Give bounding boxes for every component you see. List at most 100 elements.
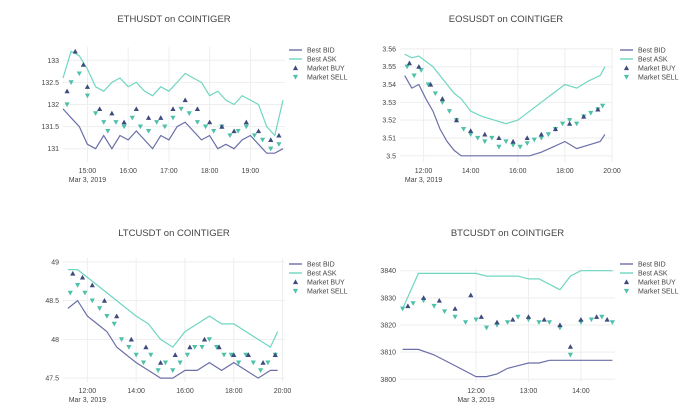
- ltcusdt-sell-marker: [170, 368, 176, 373]
- ltcusdt-ytick-label: 48.5: [45, 298, 59, 305]
- ltcusdt-sell-marker: [96, 306, 103, 311]
- ltcusdt-sell-marker: [243, 352, 249, 358]
- eosusdt-sell-marker: [545, 132, 551, 137]
- ethusdt-xtick-label: 18:00: [201, 168, 219, 175]
- ethusdt-sell-marker: [162, 124, 168, 130]
- btcusdt-buy-marker: [468, 292, 474, 298]
- ethusdt-sell-marker: [235, 128, 241, 134]
- eosusdt-sell-marker: [559, 121, 566, 127]
- legend-buy-swatch: [623, 65, 630, 71]
- ethusdt-sell-marker: [202, 124, 209, 130]
- btcusdt-buy-marker: [478, 314, 484, 319]
- legend-ask-label: Best ASK: [638, 57, 668, 64]
- ethusdt-bid-line: [62, 108, 284, 154]
- eosusdt-sell-marker: [517, 144, 523, 150]
- ethusdt-buy-marker: [84, 84, 91, 89]
- ethusdt-legend[interactable]: Best BID Best ASK Market BUY Market SELL: [289, 48, 348, 82]
- ltcusdt-buy-marker: [157, 360, 164, 365]
- btcusdt-sell-marker: [546, 320, 553, 325]
- ltcusdt-buy-marker: [89, 282, 95, 288]
- btcusdt-xtick-label: 14:00: [572, 388, 590, 395]
- ltcusdt-ytick-label: 49: [51, 259, 59, 266]
- legend-bid-label: Best BID: [638, 262, 666, 269]
- btcusdt-xtick-sublabel: Mar 3, 2019: [457, 397, 494, 404]
- ethusdt-sell-marker: [145, 128, 152, 134]
- eosusdt-sell-marker: [503, 139, 509, 145]
- ltcusdt-sell-marker: [162, 360, 169, 366]
- eosusdt-buy-marker: [453, 117, 460, 123]
- ltcusdt-xtick-label: 18:00: [225, 388, 243, 395]
- ltcusdt-buy-marker: [128, 336, 134, 342]
- ethusdt-buy-marker: [121, 119, 127, 125]
- ltcusdt-bid-line: [67, 299, 278, 379]
- ltcusdt-sell-marker: [75, 283, 81, 288]
- btcusdt-buy-marker: [405, 303, 411, 309]
- ltcusdt-legend[interactable]: Best BID Best ASK Market BUY Market SELL: [289, 262, 348, 296]
- eosusdt-sell-marker: [496, 144, 502, 150]
- btcusdt-legend[interactable]: Best BID Best ASK Market BUY Market SELL: [620, 262, 679, 296]
- eosusdt-sell-marker: [599, 103, 606, 109]
- eosusdt-sell-marker: [446, 109, 453, 114]
- ltcusdt-sell-marker: [155, 368, 161, 373]
- eosusdt-buy-marker: [538, 131, 544, 137]
- ethusdt-sell-marker: [268, 146, 274, 152]
- ltcusdt-sell-marker: [250, 360, 256, 366]
- ltcusdt-sell-marker: [140, 360, 147, 366]
- eosusdt-legend[interactable]: Best BID Best ASK Market BUY Market SELL: [620, 48, 679, 82]
- ltcusdt-sell-marker: [221, 352, 227, 358]
- btcusdt-buy-marker: [578, 316, 584, 322]
- ethusdt-sell-marker: [68, 80, 74, 85]
- eosusdt-buy-marker: [510, 138, 516, 144]
- ltcusdt-buy-marker: [231, 352, 237, 357]
- ltcusdt-buy-marker: [79, 274, 86, 280]
- ltcusdt-sell-marker: [82, 290, 88, 296]
- btcusdt-sell-marker: [483, 325, 490, 331]
- legend-buy-swatch: [292, 279, 299, 285]
- btcusdt-ytick-label: 3830: [380, 295, 396, 302]
- ethusdt-sell-marker: [259, 137, 266, 143]
- eosusdt-sell-marker: [439, 100, 445, 105]
- legend-sell-swatch: [623, 74, 630, 80]
- eosusdt-sell-marker: [425, 82, 431, 88]
- btcusdt-sell-marker: [400, 306, 406, 312]
- ethusdt-xtick-label: 17:00: [160, 168, 178, 175]
- eosusdt-buy-marker: [496, 135, 502, 141]
- eosusdt-sell-marker: [432, 91, 438, 97]
- eosusdt-xtick-label: 14:00: [462, 168, 480, 175]
- ltcusdt-xtick-label: 12:00: [79, 388, 97, 395]
- ethusdt-sell-marker: [105, 128, 111, 134]
- eosusdt-buy-marker: [428, 81, 434, 87]
- eosusdt-ytick-label: 3.56: [382, 46, 396, 53]
- legend-sell-label: Market SELL: [638, 289, 679, 296]
- ethusdt-ytick-label: 131: [47, 146, 59, 153]
- ltcusdt-ytick-label: 47.5: [45, 376, 59, 383]
- ethusdt-buy-marker: [243, 119, 249, 125]
- ethusdt-buy-marker: [219, 124, 225, 129]
- legend-sell-swatch: [623, 288, 630, 294]
- eosusdt-ask-line: [404, 53, 606, 125]
- ethusdt-buy-marker: [97, 106, 103, 112]
- eosusdt-xtick-label: 16:00: [509, 168, 527, 175]
- btcusdt-title: BTCUSDT on COINTIGER: [451, 228, 564, 239]
- ethusdt-buy-marker: [80, 62, 86, 67]
- eosusdt-xtick-label: 20:00: [603, 168, 621, 175]
- legend-buy-label: Market BUY: [638, 280, 676, 287]
- ethusdt-buy-marker: [182, 97, 188, 103]
- ltcusdt-buy-marker: [216, 344, 222, 350]
- legend-buy-swatch: [623, 279, 630, 285]
- legend-sell-label: Market SELL: [638, 75, 679, 82]
- ethusdt-buy-marker: [170, 106, 176, 112]
- eosusdt-xtick-label: 12:00: [415, 168, 433, 175]
- ltcusdt-buy-marker: [101, 298, 108, 303]
- eosusdt-sell-marker: [475, 135, 481, 141]
- ltcusdt-sell-marker: [228, 352, 234, 358]
- ltcusdt-sell-marker: [126, 345, 132, 350]
- btcusdt-buy-marker: [436, 297, 442, 303]
- ltcusdt-sell-marker: [258, 368, 264, 373]
- btcusdt-sell-marker: [609, 320, 615, 325]
- ethusdt-sell-marker: [64, 102, 70, 108]
- eosusdt-ytick-label: 3.54: [382, 82, 396, 89]
- eosusdt-ytick-label: 3.51: [382, 135, 396, 142]
- eosusdt-buy-marker: [567, 121, 573, 126]
